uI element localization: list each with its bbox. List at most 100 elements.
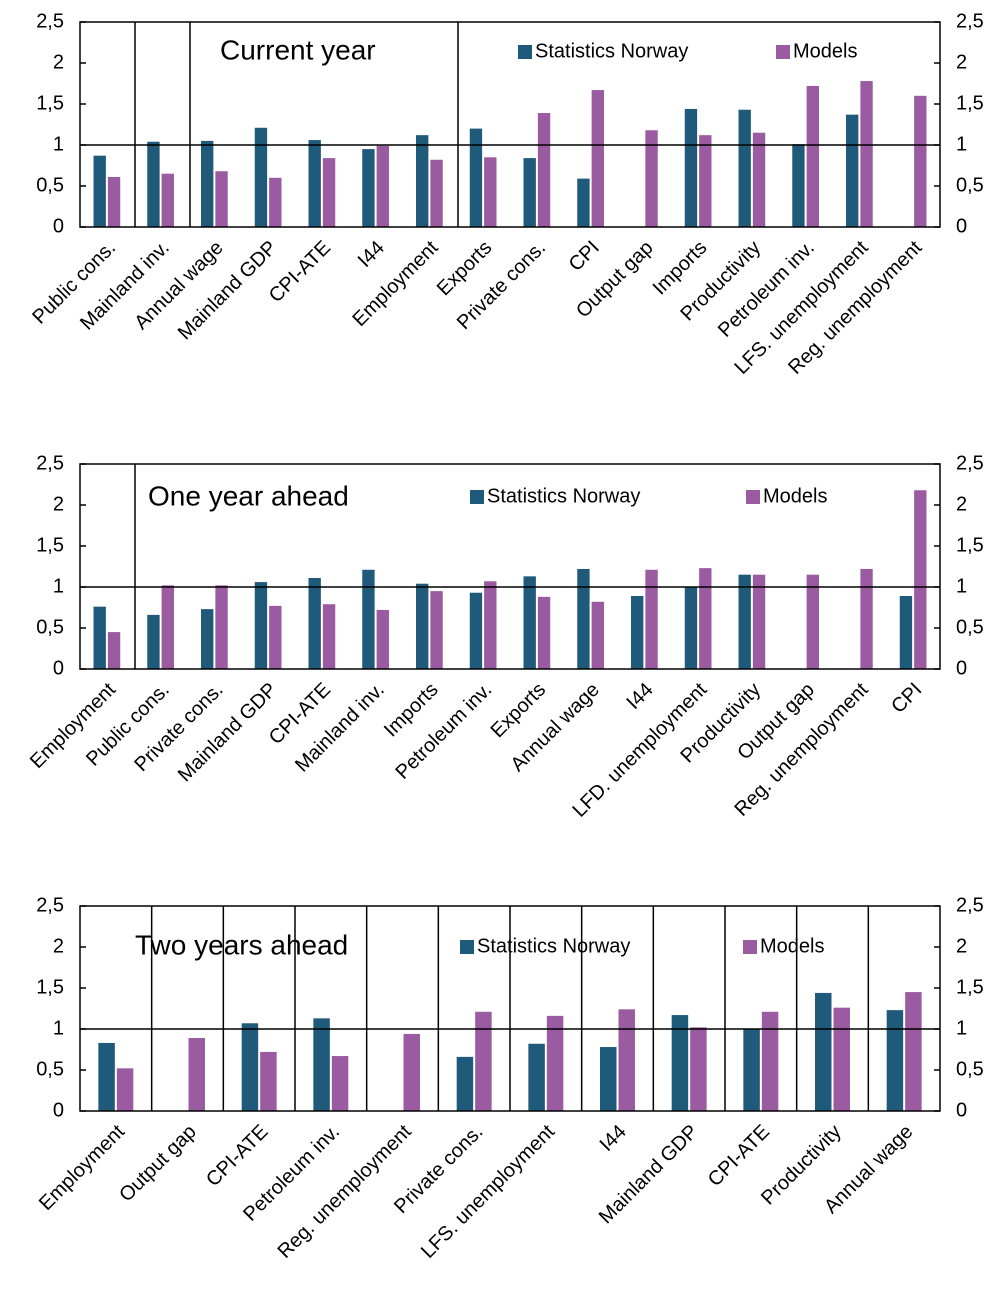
bar [899,596,913,669]
bar [528,1043,545,1111]
plot-frame [79,463,941,670]
legend-swatch [776,45,790,59]
y2-tick-label: 1 [956,575,967,597]
bar [792,144,805,227]
y2-tick-label: 0,5 [956,616,984,638]
y-tick-label: 0 [53,657,64,679]
bar [161,173,174,227]
bar [98,1042,115,1111]
bar [313,1018,330,1111]
bar [914,95,927,227]
bar [537,113,551,227]
bar [577,568,590,669]
bar [416,135,429,227]
bar [860,81,873,227]
bar [752,574,766,669]
bar [806,574,819,669]
y2-tick-label: 1 [956,1017,967,1039]
bar [475,1011,492,1111]
legend-swatch [746,490,760,504]
y2-tick-label: 0 [956,215,967,237]
y2-tick-label: 0,5 [956,1058,984,1080]
plot-frame [79,905,941,1112]
bar [322,604,336,669]
x-tick-label: CPI-ATE [202,1121,272,1191]
plot-frame [79,21,941,228]
bar [546,1015,564,1111]
bar [308,577,321,669]
legend-swatch [518,45,532,59]
bar [403,1033,420,1111]
bar [254,127,268,227]
bar [241,1023,259,1111]
y-tick-label: 2 [53,51,64,73]
bar [699,568,712,669]
y2-tick-label: 1,5 [956,92,984,114]
bar [523,158,536,227]
bar [269,177,282,227]
x-tick-label: Reg. unemployment [274,1120,416,1262]
bar [761,1011,779,1111]
bar [860,568,873,669]
bar [591,90,604,227]
bar [537,596,551,669]
x-tick-label: Output gap [115,1121,201,1207]
bar [671,1015,689,1111]
bar [806,85,819,228]
x-tick-label: Employment [35,1120,129,1214]
x-tick-label: I44 [354,237,389,272]
bar [631,596,644,669]
bar [591,601,604,669]
legend-label: Statistics Norway [535,40,688,62]
y-tick-label: 1,5 [36,534,64,556]
bar [484,581,497,669]
bar [107,176,121,227]
bar [308,140,321,227]
legend-label: Statistics Norway [487,485,640,507]
y2-tick-label: 2,5 [956,452,984,474]
bar [331,1056,349,1111]
x-tick-label: Petroleum inv. [391,679,496,784]
bar [914,490,927,669]
chart-title: One year ahead [148,480,349,511]
bar [684,587,698,669]
bar [886,1010,904,1111]
bar [322,158,336,227]
y2-tick-label: 2 [956,493,967,515]
y2-tick-label: 2,5 [956,894,984,916]
bar [905,992,922,1111]
bar [376,145,389,227]
bar [147,141,160,227]
x-tick-label: CPI [887,679,926,718]
legend-label: Models [763,485,827,507]
x-tick-label: CPI [565,237,604,276]
chart-title: Two years ahead [135,929,348,960]
bar [362,569,375,669]
y2-tick-label: 0 [956,657,967,679]
bar [815,992,832,1111]
bar [215,171,228,227]
x-tick-label: I44 [622,679,657,714]
bar [738,109,751,227]
separators [134,22,459,669]
y2-tick-label: 2,5 [956,10,984,32]
y-tick-label: 1 [53,1017,64,1039]
bar [93,155,106,227]
legend-swatch [470,490,484,504]
y-tick-label: 0,5 [36,616,64,638]
x-tick-label: LFS. unemployment [417,1120,559,1262]
bar [416,583,429,669]
bar [254,582,268,669]
bar [469,128,483,227]
bar [752,132,766,227]
legend-label: Models [793,40,857,62]
legend-label: Models [760,935,824,957]
bar [833,1007,850,1111]
bar [684,108,698,227]
bar [577,178,590,227]
y2-tick-label: 1 [956,133,967,155]
y-tick-label: 2 [53,935,64,957]
y-tick-label: 1,5 [36,92,64,114]
y2-tick-label: 0,5 [956,174,984,196]
bar [116,1068,134,1111]
